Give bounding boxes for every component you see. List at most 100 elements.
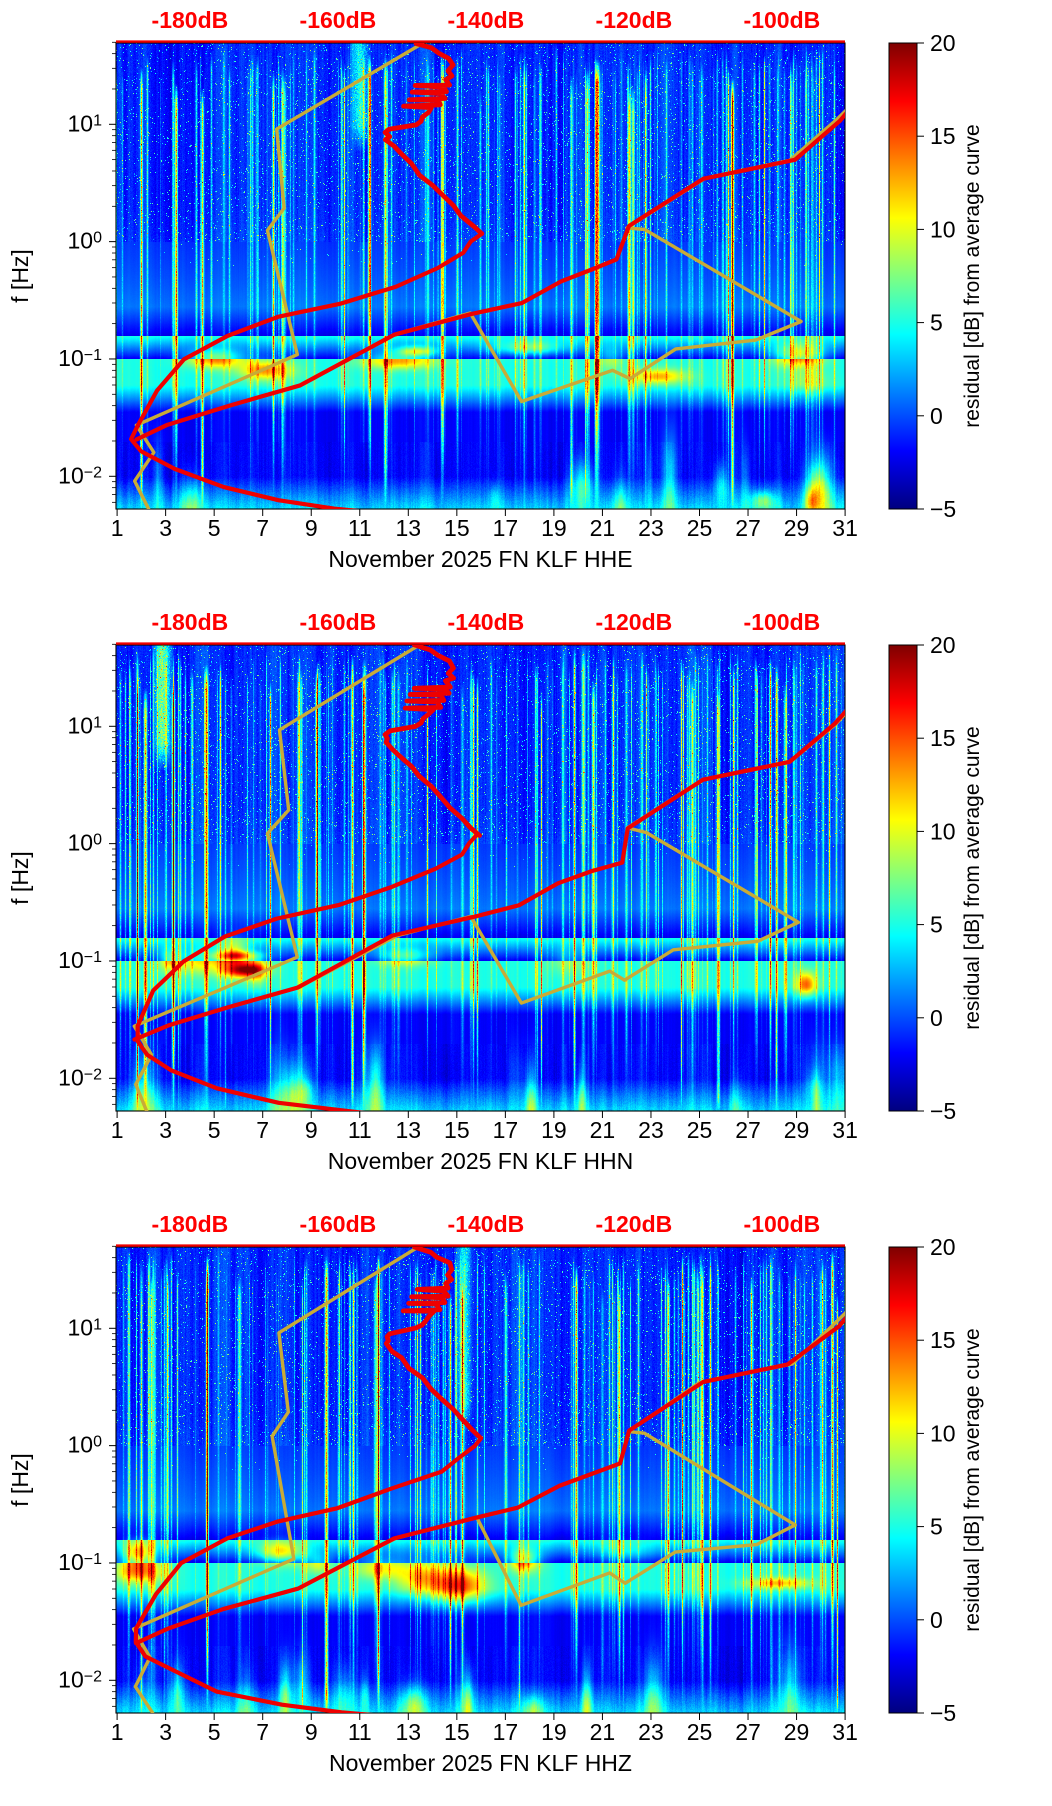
- svg-text:0: 0: [930, 1005, 943, 1031]
- svg-text:1: 1: [111, 1719, 124, 1745]
- svg-text:residual [dB] from average cur: residual [dB] from average curve: [961, 1328, 984, 1631]
- svg-text:0: 0: [930, 403, 943, 429]
- svg-text:21: 21: [590, 515, 616, 541]
- svg-text:9: 9: [305, 515, 318, 541]
- svg-text:17: 17: [493, 1117, 519, 1143]
- svg-text:13: 13: [396, 1117, 422, 1143]
- svg-text:-160dB: -160dB: [300, 7, 377, 33]
- svg-text:-100dB: -100dB: [744, 1211, 821, 1237]
- svg-text:9: 9: [305, 1117, 318, 1143]
- svg-text:-180dB: -180dB: [152, 7, 229, 33]
- svg-text:100: 100: [68, 1432, 103, 1458]
- svg-text:23: 23: [638, 515, 664, 541]
- svg-text:17: 17: [493, 515, 519, 541]
- svg-text:10−2: 10−2: [58, 462, 102, 488]
- svg-text:3: 3: [159, 515, 172, 541]
- svg-text:0: 0: [930, 1607, 943, 1633]
- svg-text:-140dB: -140dB: [448, 1211, 525, 1237]
- svg-text:10: 10: [930, 1420, 956, 1446]
- svg-text:1: 1: [111, 515, 124, 541]
- svg-text:20: 20: [930, 1234, 956, 1260]
- svg-text:29: 29: [784, 1117, 810, 1143]
- svg-text:10−2: 10−2: [58, 1666, 102, 1692]
- svg-text:f [Hz]: f [Hz]: [7, 851, 33, 905]
- svg-text:November 2025 FN KLF HHZ: November 2025 FN KLF HHZ: [329, 1750, 632, 1776]
- svg-text:13: 13: [396, 1719, 422, 1745]
- svg-text:15: 15: [444, 515, 470, 541]
- svg-text:-100dB: -100dB: [744, 7, 821, 33]
- svg-text:20: 20: [930, 632, 956, 658]
- svg-text:27: 27: [735, 515, 761, 541]
- svg-text:25: 25: [687, 1117, 713, 1143]
- svg-text:10: 10: [930, 818, 956, 844]
- svg-text:20: 20: [930, 30, 956, 56]
- svg-text:10−2: 10−2: [58, 1064, 102, 1090]
- svg-text:3: 3: [159, 1719, 172, 1745]
- svg-text:-120dB: -120dB: [596, 1211, 673, 1237]
- svg-text:11: 11: [348, 1719, 372, 1745]
- svg-text:-120dB: -120dB: [596, 7, 673, 33]
- svg-text:residual [dB] from average cur: residual [dB] from average curve: [961, 124, 984, 427]
- svg-text:5: 5: [930, 912, 943, 938]
- svg-text:5: 5: [208, 1117, 221, 1143]
- svg-text:-180dB: -180dB: [152, 609, 229, 635]
- svg-text:21: 21: [590, 1117, 616, 1143]
- svg-text:f [Hz]: f [Hz]: [7, 1453, 33, 1507]
- svg-text:−5: −5: [930, 1700, 956, 1726]
- svg-text:25: 25: [687, 1719, 713, 1745]
- svg-text:101: 101: [68, 110, 103, 136]
- svg-text:9: 9: [305, 1719, 318, 1745]
- svg-text:-140dB: -140dB: [448, 7, 525, 33]
- svg-text:15: 15: [444, 1117, 470, 1143]
- svg-text:15: 15: [444, 1719, 470, 1745]
- svg-text:100: 100: [68, 228, 103, 254]
- svg-text:-100dB: -100dB: [744, 609, 821, 635]
- svg-text:1: 1: [111, 1117, 124, 1143]
- svg-text:-120dB: -120dB: [596, 609, 673, 635]
- svg-text:November 2025 FN KLF HHN: November 2025 FN KLF HHN: [328, 1148, 634, 1174]
- svg-text:15: 15: [930, 123, 956, 149]
- svg-text:19: 19: [541, 515, 567, 541]
- svg-text:21: 21: [590, 1719, 616, 1745]
- svg-text:100: 100: [68, 830, 103, 856]
- svg-text:13: 13: [396, 515, 422, 541]
- svg-text:−5: −5: [930, 496, 956, 522]
- svg-text:7: 7: [256, 1117, 269, 1143]
- svg-text:5: 5: [208, 515, 221, 541]
- svg-text:11: 11: [348, 515, 372, 541]
- svg-text:23: 23: [638, 1719, 664, 1745]
- svg-text:25: 25: [687, 515, 713, 541]
- svg-text:f [Hz]: f [Hz]: [7, 249, 33, 303]
- svg-text:November 2025 FN KLF HHE: November 2025 FN KLF HHE: [328, 546, 632, 572]
- svg-text:31: 31: [832, 515, 858, 541]
- svg-text:-160dB: -160dB: [300, 1211, 377, 1237]
- svg-text:−5: −5: [930, 1098, 956, 1124]
- svg-text:-160dB: -160dB: [300, 609, 377, 635]
- svg-text:27: 27: [735, 1117, 761, 1143]
- svg-text:10: 10: [930, 216, 956, 242]
- svg-text:11: 11: [348, 1117, 372, 1143]
- svg-text:15: 15: [930, 725, 956, 751]
- svg-text:31: 31: [832, 1719, 858, 1745]
- svg-text:7: 7: [256, 1719, 269, 1745]
- svg-text:19: 19: [541, 1117, 567, 1143]
- svg-text:10−1: 10−1: [58, 947, 102, 973]
- svg-text:10−1: 10−1: [58, 345, 102, 371]
- svg-text:29: 29: [784, 515, 810, 541]
- svg-text:residual [dB] from average cur: residual [dB] from average curve: [961, 726, 984, 1029]
- svg-text:5: 5: [930, 1514, 943, 1540]
- svg-text:7: 7: [256, 515, 269, 541]
- svg-text:29: 29: [784, 1719, 810, 1745]
- svg-text:31: 31: [832, 1117, 858, 1143]
- svg-text:3: 3: [159, 1117, 172, 1143]
- svg-text:101: 101: [68, 712, 103, 738]
- svg-text:5: 5: [930, 310, 943, 336]
- svg-text:101: 101: [68, 1314, 103, 1340]
- svg-text:23: 23: [638, 1117, 664, 1143]
- svg-text:19: 19: [541, 1719, 567, 1745]
- svg-text:5: 5: [208, 1719, 221, 1745]
- svg-text:17: 17: [493, 1719, 519, 1745]
- svg-text:27: 27: [735, 1719, 761, 1745]
- svg-text:-180dB: -180dB: [152, 1211, 229, 1237]
- svg-text:-140dB: -140dB: [448, 609, 525, 635]
